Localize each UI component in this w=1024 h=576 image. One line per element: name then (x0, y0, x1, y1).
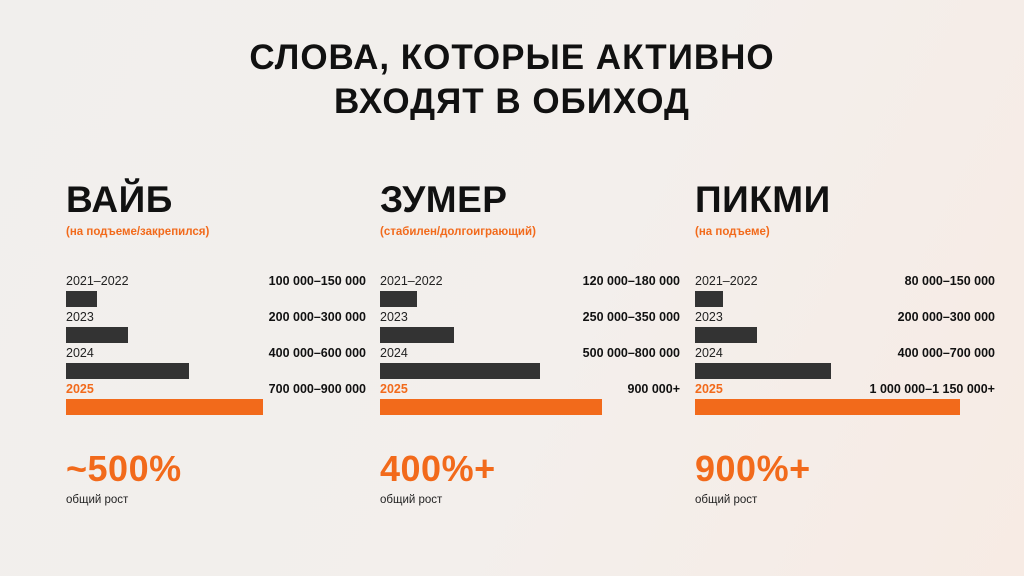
year-label: 2025 (66, 382, 94, 396)
bar-row: 2025 700 000–900 000 (66, 382, 366, 418)
range-label: 200 000–300 000 (268, 310, 366, 324)
range-label: 200 000–300 000 (897, 310, 995, 324)
bar (66, 327, 128, 343)
bar-row: 2025 900 000+ (380, 382, 680, 418)
year-label: 2025 (380, 382, 408, 396)
growth-label: общий рост (380, 494, 443, 506)
bar (66, 291, 97, 307)
growth-value: 400%+ (380, 448, 496, 489)
title-line-1: СЛОВА, КОТОРЫЕ АКТИВНО (249, 38, 775, 77)
year-label: 2025 (695, 382, 723, 396)
bar (380, 363, 540, 379)
bar (695, 363, 831, 379)
range-label: 400 000–700 000 (897, 346, 995, 360)
range-label: 120 000–180 000 (582, 274, 680, 288)
bar-row: 2025 1 000 000–1 150 000+ (695, 382, 995, 418)
growth-value: ~500% (66, 448, 182, 489)
bar (66, 399, 263, 415)
bar (695, 399, 960, 415)
word-title: ВАЙБ (66, 179, 173, 220)
bar-row: 2021–2022 120 000–180 000 (380, 274, 680, 310)
bar-row: 2023 200 000–300 000 (66, 310, 366, 346)
growth-value: 900%+ (695, 448, 811, 489)
bar-row: 2024 500 000–800 000 (380, 346, 680, 382)
range-label: 700 000–900 000 (268, 382, 366, 396)
range-label: 900 000+ (627, 382, 680, 396)
title-line-2: ВХОДЯТ В ОБИХОД (333, 82, 690, 121)
word-status: (стабилен/долгоиграющий) (380, 226, 536, 238)
bar-row: 2024 400 000–600 000 (66, 346, 366, 382)
bar-row: 2021–2022 80 000–150 000 (695, 274, 995, 310)
bar-row: 2024 400 000–700 000 (695, 346, 995, 382)
year-label: 2023 (695, 310, 723, 324)
year-label: 2024 (66, 346, 94, 360)
bar (66, 363, 189, 379)
growth-label: общий рост (695, 494, 758, 506)
bar-row: 2021–2022 100 000–150 000 (66, 274, 366, 310)
range-label: 250 000–350 000 (582, 310, 680, 324)
growth-label: общий рост (66, 494, 129, 506)
bar (695, 291, 723, 307)
word-title: ПИКМИ (695, 179, 831, 220)
year-label: 2021–2022 (695, 274, 758, 288)
word-card-pickme: ПИКМИ (на подъеме) 2021–2022 80 000–150 000… (695, 178, 995, 518)
year-label: 2021–2022 (380, 274, 443, 288)
word-status: (на подъеме) (695, 226, 770, 238)
year-label: 2023 (380, 310, 408, 324)
range-label: 1 000 000–1 150 000+ (869, 382, 995, 396)
word-status: (на подъеме/закрепился) (66, 226, 210, 238)
range-label: 500 000–800 000 (582, 346, 680, 360)
word-card-vibe: ВАЙБ (на подъеме/закрепился) 2021–2022 100 … (66, 178, 366, 518)
year-label: 2024 (380, 346, 408, 360)
bar-row: 2023 250 000–350 000 (380, 310, 680, 346)
word-title: ЗУМЕР (380, 179, 508, 220)
range-label: 400 000–600 000 (268, 346, 366, 360)
year-label: 2024 (695, 346, 723, 360)
bar (380, 399, 602, 415)
range-label: 80 000–150 000 (904, 274, 995, 288)
bar-row: 2023 200 000–300 000 (695, 310, 995, 346)
bar (695, 327, 757, 343)
bar (380, 327, 454, 343)
year-label: 2021–2022 (66, 274, 129, 288)
bar (380, 291, 417, 307)
range-label: 100 000–150 000 (268, 274, 366, 288)
page-title: СЛОВА, КОТОРЫЕ АКТИВНО ВХОДЯТ В ОБИХОД (0, 36, 1024, 124)
year-label: 2023 (66, 310, 94, 324)
word-card-zoomer: ЗУМЕР (стабилен/долгоиграющий) 2021–2022 12… (380, 178, 680, 518)
